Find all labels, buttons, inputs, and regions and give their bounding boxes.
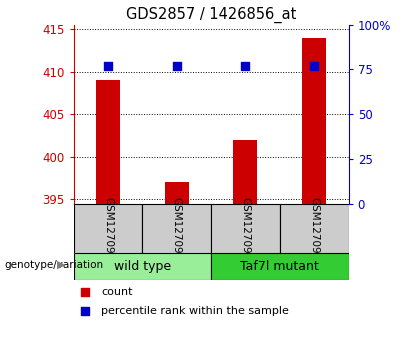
- Bar: [302, 38, 326, 204]
- FancyBboxPatch shape: [211, 253, 349, 280]
- Text: count: count: [101, 287, 133, 297]
- Bar: [165, 182, 189, 204]
- Text: Taf7l mutant: Taf7l mutant: [240, 260, 319, 273]
- FancyBboxPatch shape: [280, 204, 349, 253]
- FancyBboxPatch shape: [211, 204, 280, 253]
- Bar: [96, 80, 120, 204]
- Bar: [234, 140, 257, 204]
- Text: genotype/variation: genotype/variation: [4, 259, 103, 270]
- Text: GSM127094: GSM127094: [172, 197, 182, 260]
- Point: [311, 63, 318, 69]
- Point: [105, 63, 111, 69]
- Text: percentile rank within the sample: percentile rank within the sample: [101, 306, 289, 316]
- Point: [242, 63, 249, 69]
- FancyBboxPatch shape: [74, 204, 142, 253]
- Text: ▶: ▶: [57, 259, 65, 270]
- Point: [173, 63, 180, 69]
- Point: [81, 290, 88, 295]
- Text: GSM127093: GSM127093: [103, 197, 113, 260]
- Point: [81, 308, 88, 314]
- Title: GDS2857 / 1426856_at: GDS2857 / 1426856_at: [126, 7, 296, 23]
- Text: GSM127095: GSM127095: [240, 197, 250, 260]
- FancyBboxPatch shape: [74, 253, 211, 280]
- Text: wild type: wild type: [114, 260, 171, 273]
- Text: GSM127096: GSM127096: [309, 197, 319, 260]
- FancyBboxPatch shape: [142, 204, 211, 253]
